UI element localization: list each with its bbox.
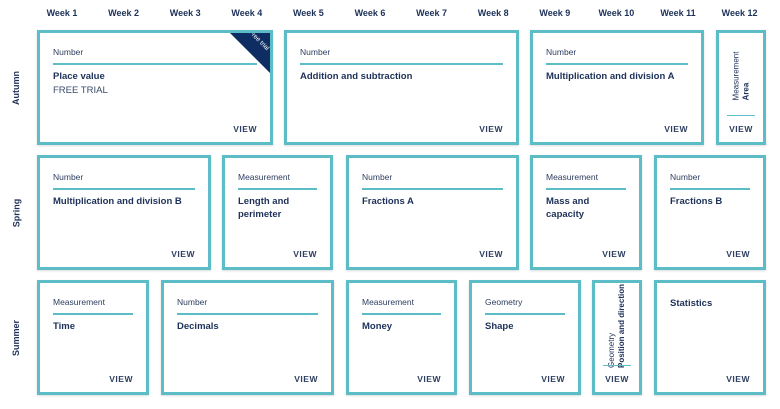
week-header: Week 7 (416, 8, 448, 18)
unit-card[interactable]: Measurement Area VIEW (716, 30, 766, 145)
divider (177, 313, 318, 315)
week-header: Week 3 (169, 8, 201, 18)
card-category: Number (362, 172, 393, 182)
card-title: Mass and capacity (546, 196, 590, 220)
divider (53, 188, 195, 190)
divider (485, 313, 565, 315)
divider (53, 313, 133, 315)
card-category: Number (53, 47, 84, 57)
unit-card[interactable]: Number Fractions B VIEW (654, 155, 766, 270)
card-title: Time (53, 321, 76, 332)
card-category: Measurement (546, 172, 598, 182)
card-category: Measurement (53, 297, 105, 307)
divider (546, 63, 688, 65)
unit-card[interactable]: Geometry Shape VIEW (469, 280, 581, 395)
divider (546, 188, 626, 190)
card-subtitle: FREE TRIAL (53, 85, 108, 96)
term-label: Autumn (6, 30, 26, 145)
divider (603, 364, 631, 366)
term-label-text: Spring (11, 198, 21, 227)
view-button[interactable]: VIEW (664, 124, 688, 134)
divider (727, 114, 755, 116)
unit-card[interactable]: Number Fractions A VIEW (346, 155, 519, 270)
card-title: Fractions A (362, 196, 414, 207)
card-title: Addition and subtraction (300, 71, 413, 82)
unit-card[interactable]: Number Decimals VIEW (161, 280, 334, 395)
view-button[interactable]: VIEW (109, 374, 133, 384)
card-category: Number (546, 47, 577, 57)
week-header: Week 11 (660, 8, 696, 18)
unit-card[interactable]: Number Multiplication and division A VIEW (530, 30, 704, 145)
week-header: Week 5 (292, 8, 324, 18)
unit-card[interactable]: Measurement Money VIEW (346, 280, 457, 395)
unit-card[interactable]: Measurement Mass and capacity VIEW (530, 155, 642, 270)
unit-card[interactable]: Number Multiplication and division B VIEW (37, 155, 211, 270)
card-category: Number (177, 297, 208, 307)
unit-card[interactable]: Geometry Position and direction VIEW (592, 280, 642, 395)
card-category: Number (53, 172, 84, 182)
week-header: Week 1 (46, 8, 78, 18)
card-category: Measurement (362, 297, 414, 307)
card-title: Money (362, 321, 393, 332)
unit-card[interactable]: Number Place value FREE TRIAL Free trial VIE… (37, 30, 273, 145)
card-title: Multiplication and division A (546, 71, 675, 82)
view-button[interactable]: VIEW (171, 249, 195, 259)
card-category: Number (670, 172, 701, 182)
card-title: Place value (53, 71, 105, 82)
divider (300, 63, 503, 65)
card-title: Decimals (177, 321, 219, 332)
view-button[interactable]: VIEW (602, 249, 626, 259)
card-title: Length and perimeter (238, 196, 290, 220)
card-title: Shape (485, 321, 514, 332)
view-button[interactable]: VIEW (605, 374, 629, 384)
view-button[interactable]: VIEW (726, 249, 750, 259)
divider (53, 63, 257, 65)
ribbon-text: Free trial (247, 30, 271, 53)
card-category: Geometry (607, 332, 617, 368)
card-title: Area (741, 82, 751, 100)
divider (362, 313, 441, 315)
unit-card[interactable]: Measurement Length and perimeter VIEW (222, 155, 333, 270)
term-label: Summer (6, 280, 26, 395)
view-button[interactable]: VIEW (729, 124, 753, 134)
free-trial-ribbon: Free trial (230, 33, 270, 73)
divider (670, 188, 750, 190)
week-header: Week 10 (598, 8, 635, 18)
view-button[interactable]: VIEW (726, 374, 750, 384)
card-title: Multiplication and division B (53, 196, 182, 207)
week-header: Week 2 (108, 8, 140, 18)
unit-card[interactable]: Measurement Time VIEW (37, 280, 149, 395)
card-category: Measurement (731, 51, 741, 100)
unit-card[interactable]: Statistics VIEW (654, 280, 766, 395)
week-header: Week 6 (354, 8, 386, 18)
view-button[interactable]: VIEW (541, 374, 565, 384)
term-label-text: Autumn (11, 70, 21, 105)
view-button[interactable]: VIEW (293, 249, 317, 259)
week-header: Week 8 (477, 8, 509, 18)
card-title: Statistics (670, 298, 713, 309)
unit-card[interactable]: Number Addition and subtraction VIEW (284, 30, 519, 145)
term-label: Spring (6, 155, 26, 270)
divider (362, 188, 503, 190)
view-button[interactable]: VIEW (233, 124, 257, 134)
card-category: Number (300, 47, 331, 57)
week-header: Week 9 (539, 8, 571, 18)
view-button[interactable]: VIEW (479, 249, 503, 259)
card-category: Measurement (238, 172, 290, 182)
view-button[interactable]: VIEW (294, 374, 318, 384)
card-category: Geometry (485, 297, 523, 307)
divider (238, 188, 317, 190)
card-title: Position and direction (617, 283, 627, 368)
term-label-text: Summer (11, 319, 22, 356)
card-title: Fractions B (670, 196, 723, 207)
view-button[interactable]: VIEW (479, 124, 503, 134)
view-button[interactable]: VIEW (417, 374, 441, 384)
week-header: Week 12 (721, 8, 758, 18)
week-header: Week 4 (231, 8, 263, 18)
